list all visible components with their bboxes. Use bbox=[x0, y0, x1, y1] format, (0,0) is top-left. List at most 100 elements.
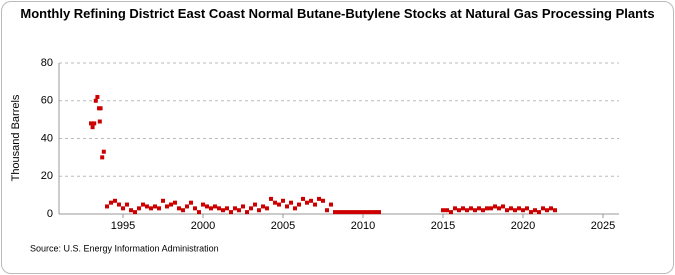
point bbox=[293, 206, 297, 211]
point bbox=[213, 204, 217, 209]
point bbox=[329, 202, 333, 207]
point bbox=[165, 204, 169, 209]
point bbox=[337, 210, 341, 215]
y-tick-label: 0 bbox=[47, 208, 53, 220]
point bbox=[249, 206, 253, 211]
point bbox=[261, 204, 265, 209]
point bbox=[89, 121, 93, 126]
point bbox=[205, 204, 209, 209]
point bbox=[365, 210, 369, 215]
point bbox=[133, 210, 137, 215]
point bbox=[473, 208, 477, 213]
point bbox=[237, 208, 241, 213]
point bbox=[100, 155, 105, 160]
point bbox=[253, 202, 257, 207]
point bbox=[341, 210, 345, 215]
x-tick-label: 2000 bbox=[191, 220, 215, 232]
point bbox=[169, 202, 173, 207]
point bbox=[92, 121, 97, 126]
point bbox=[465, 208, 469, 213]
point bbox=[277, 202, 281, 207]
point bbox=[549, 206, 553, 211]
point bbox=[321, 198, 325, 203]
point bbox=[309, 198, 313, 203]
point bbox=[453, 206, 457, 211]
point bbox=[101, 149, 106, 154]
point bbox=[113, 198, 117, 203]
point bbox=[273, 200, 277, 205]
point bbox=[333, 210, 337, 215]
x-tick-label: 2005 bbox=[271, 220, 295, 232]
point bbox=[377, 210, 381, 215]
point bbox=[449, 210, 453, 215]
point bbox=[457, 208, 461, 213]
point bbox=[189, 200, 193, 205]
point bbox=[269, 196, 273, 201]
point bbox=[505, 208, 509, 213]
point bbox=[221, 208, 225, 213]
point bbox=[109, 200, 113, 205]
point bbox=[121, 206, 125, 211]
point bbox=[149, 206, 153, 211]
point bbox=[285, 204, 289, 209]
point bbox=[245, 210, 249, 215]
point bbox=[229, 210, 233, 215]
point bbox=[193, 206, 197, 211]
y-tick-label: 40 bbox=[41, 132, 53, 144]
point bbox=[209, 206, 213, 211]
point bbox=[469, 206, 473, 211]
x-tick-label: 1995 bbox=[111, 220, 135, 232]
point bbox=[241, 204, 245, 209]
point bbox=[485, 206, 489, 211]
x-tick-label: 2010 bbox=[351, 220, 375, 232]
point bbox=[177, 206, 181, 211]
point bbox=[201, 202, 205, 207]
point bbox=[98, 106, 103, 111]
point bbox=[497, 206, 501, 211]
point bbox=[361, 210, 365, 215]
point bbox=[369, 210, 373, 215]
point bbox=[517, 206, 521, 211]
point bbox=[233, 206, 237, 211]
point bbox=[477, 206, 481, 211]
y-axis-label: Thousand Barrels bbox=[10, 94, 22, 181]
point bbox=[509, 206, 513, 211]
point bbox=[441, 208, 445, 213]
point bbox=[225, 206, 229, 211]
point bbox=[105, 204, 109, 209]
point bbox=[357, 210, 361, 215]
point bbox=[553, 208, 557, 213]
point bbox=[197, 210, 201, 215]
point bbox=[353, 210, 357, 215]
point bbox=[373, 210, 377, 215]
point bbox=[281, 198, 285, 203]
point bbox=[161, 198, 165, 203]
point bbox=[90, 125, 95, 130]
point bbox=[501, 204, 505, 209]
point bbox=[257, 208, 261, 213]
point bbox=[513, 208, 517, 213]
point bbox=[173, 200, 177, 205]
point bbox=[345, 210, 349, 215]
x-tick-label: 2015 bbox=[431, 220, 455, 232]
y-tick-label: 20 bbox=[41, 170, 53, 182]
point bbox=[217, 206, 221, 211]
point bbox=[265, 206, 269, 211]
point bbox=[529, 210, 533, 215]
point bbox=[145, 204, 149, 209]
point bbox=[117, 202, 121, 207]
y-tick-label: 80 bbox=[41, 57, 53, 69]
source: Source: U.S. Energy Information Administ… bbox=[30, 243, 219, 253]
point bbox=[297, 202, 301, 207]
point bbox=[493, 204, 497, 209]
point bbox=[153, 204, 157, 209]
point bbox=[489, 206, 493, 211]
point bbox=[533, 208, 537, 213]
point bbox=[125, 202, 129, 207]
x-tick-label: 2020 bbox=[511, 220, 535, 232]
point bbox=[97, 119, 102, 124]
point bbox=[157, 206, 161, 211]
y-tick-label: 60 bbox=[41, 95, 53, 107]
